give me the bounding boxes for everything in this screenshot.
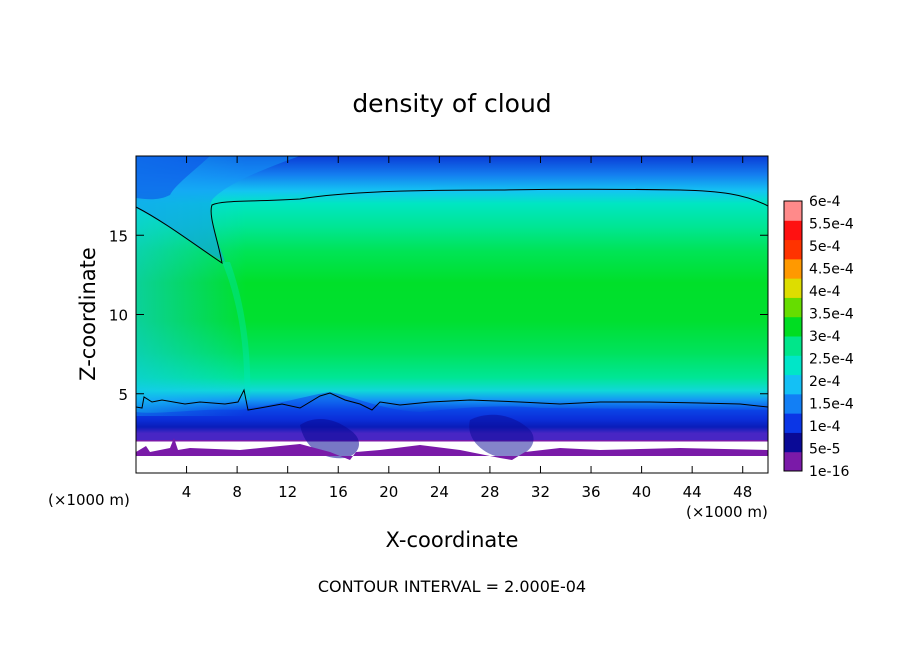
colorbar-level-label: 1.5e-4 <box>809 397 854 413</box>
x-tick-label: 8 <box>232 483 242 501</box>
x-axis-ticks: 4 8 12 16 20 24 28 32 36 40 44 48 <box>182 156 752 501</box>
colorbar-level-label: 3.5e-4 <box>809 307 854 323</box>
colorbar-swatch <box>784 220 802 241</box>
colorbar-level-label: 6e-4 <box>809 194 841 210</box>
plot-area <box>136 156 768 473</box>
colorbar-swatch <box>784 258 802 279</box>
x-tick-label: 40 <box>632 483 651 501</box>
colorbar-level-label: 4.5e-4 <box>809 262 854 278</box>
x-tick-label: 16 <box>329 483 348 501</box>
x-tick-label: 4 <box>182 483 192 501</box>
x-tick-label: 44 <box>683 483 702 501</box>
colorbar-frame <box>783 200 803 472</box>
colorbar-swatch <box>784 297 802 318</box>
colorbar-level-label: 3e-4 <box>809 329 841 345</box>
contour-line-top <box>136 188 768 265</box>
colorbar-level-label: 5e-5 <box>809 442 840 458</box>
y-tick-label: 5 <box>118 386 128 404</box>
colorbar-level-label: 5.5e-4 <box>809 217 854 233</box>
colorbar-level-label: 1e-4 <box>809 419 841 435</box>
colorbar-swatch <box>784 316 802 337</box>
y-axis-ticks: 5 10 15 <box>109 227 768 404</box>
colorbar-swatch <box>784 374 802 395</box>
colorbar-level-label: 4e-4 <box>809 284 841 300</box>
x-tick-label: 24 <box>430 483 449 501</box>
colorbar-swatch <box>784 239 802 260</box>
y-tick-label: 15 <box>109 227 128 245</box>
upper-left-plume-core <box>136 156 210 200</box>
colorbar-swatch <box>784 355 802 376</box>
x-axis-unit-label-left: (×1000 m) <box>48 491 130 509</box>
contour-line-base <box>136 388 768 411</box>
x-tick-label: 36 <box>581 483 600 501</box>
x-tick-label: 48 <box>733 483 752 501</box>
x-tick-label: 32 <box>531 483 550 501</box>
cloud-base-turbulence <box>136 392 768 440</box>
y-tick-label: 10 <box>109 307 128 325</box>
colorbar-labels: 1e-16 5e-5 1e-4 1.5e-4 2e-4 2.5e-4 3e-4 3.5e-4 4… <box>809 194 854 480</box>
colorbar-swatch <box>784 451 802 472</box>
colorbar-swatch <box>784 336 802 356</box>
y-axis-label: Z-coordinate <box>76 247 100 381</box>
cloud-base-spikes <box>136 438 768 460</box>
x-tick-label: 20 <box>379 483 398 501</box>
colorbar-level-label: 1e-16 <box>809 464 849 480</box>
colorbar-swatch <box>784 278 802 298</box>
colorbar-swatch <box>784 393 802 414</box>
turbulent-blob-2 <box>469 414 534 458</box>
colorbar <box>783 200 803 472</box>
x-axis-label: X-coordinate <box>386 528 519 552</box>
colorbar-level-label: 2.5e-4 <box>809 352 854 368</box>
x-tick-label: 12 <box>278 483 297 501</box>
chart-title: density of cloud <box>352 89 551 118</box>
colorbar-swatch <box>784 201 802 221</box>
colorbar-level-label: 5e-4 <box>809 239 841 255</box>
colorbar-swatch <box>784 413 802 433</box>
contour-interval-note: CONTOUR INTERVAL = 2.000E-04 <box>318 577 586 596</box>
x-axis-unit-label-right: (×1000 m) <box>686 503 768 521</box>
colorbar-swatch <box>784 432 802 453</box>
x-tick-label: 28 <box>480 483 499 501</box>
colorbar-level-label: 2e-4 <box>809 374 841 390</box>
vertical-plume-trace <box>222 262 251 400</box>
